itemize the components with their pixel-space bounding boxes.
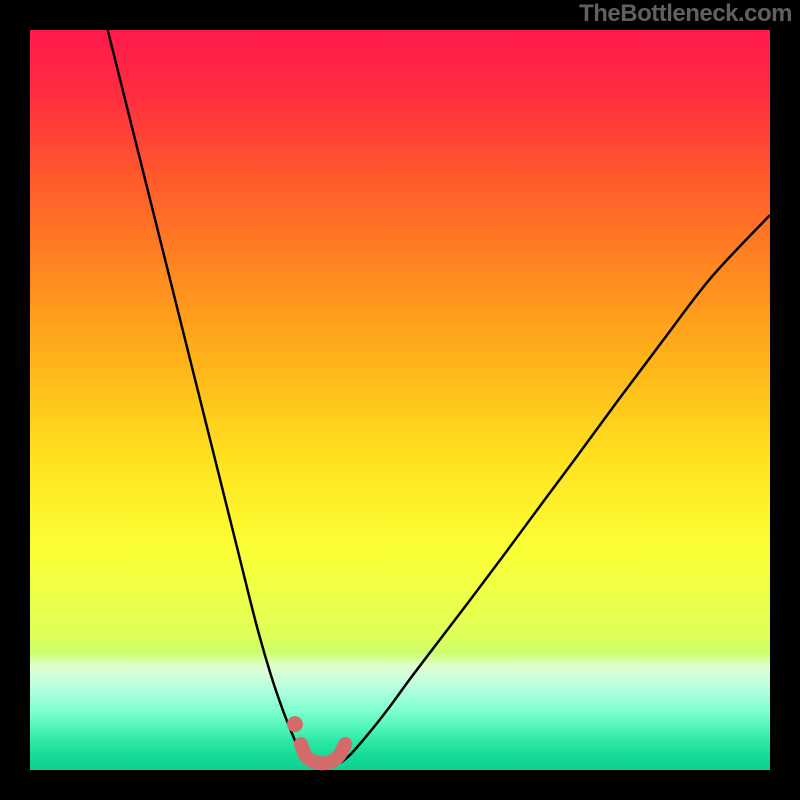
chart-container: { "watermark": { "text": "TheBottleneck.… — [0, 0, 800, 800]
plot-background — [30, 30, 770, 770]
highlight-dot — [287, 716, 303, 732]
watermark-text: TheBottleneck.com — [579, 0, 792, 28]
chart-svg — [0, 0, 800, 800]
